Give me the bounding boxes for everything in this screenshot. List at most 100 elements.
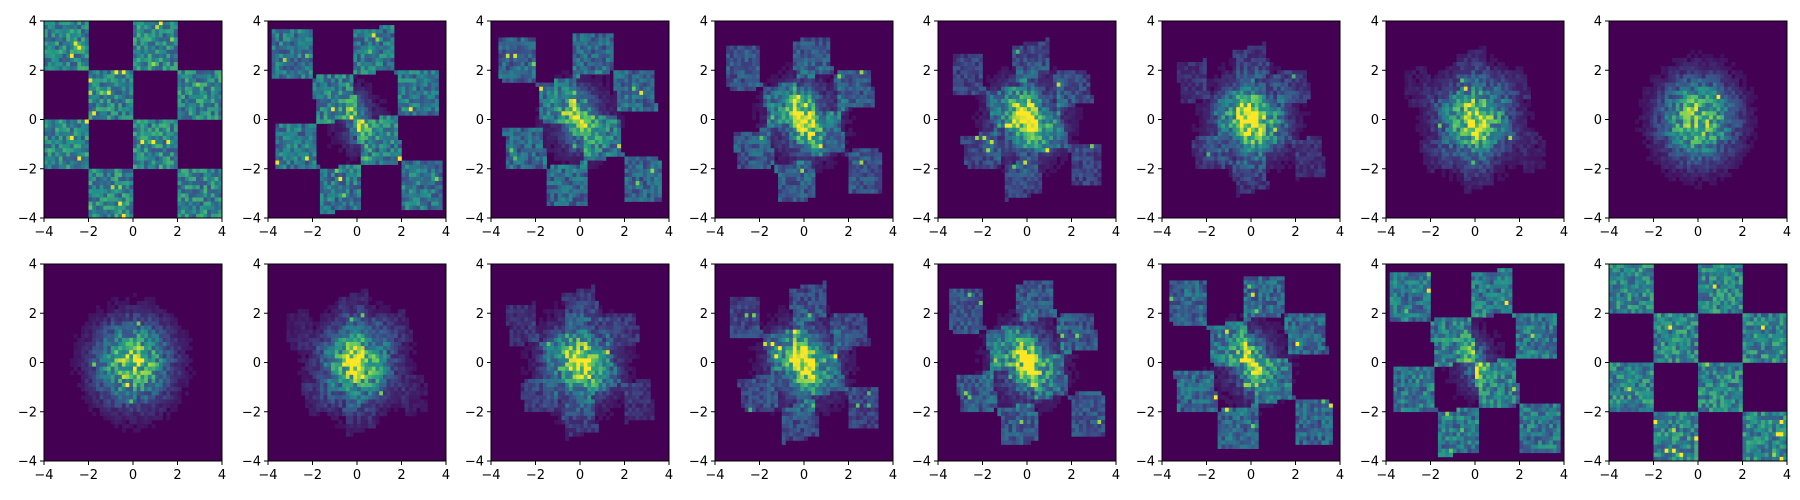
heatmap-bin [826,164,831,170]
heatmap-bin [870,94,875,100]
heatmap-bin [986,119,991,124]
heatmap-bin [628,74,633,79]
heatmap-bin [993,78,998,83]
heatmap-bin [77,123,82,128]
heatmap-bin [554,119,559,124]
heatmap-bin [781,98,786,104]
heatmap-bin [602,103,607,108]
heatmap-bin [192,107,197,112]
heatmap-bin [778,176,783,182]
heatmap-bin [379,33,384,38]
heatmap-bin [423,176,428,182]
heatmap-bin [382,29,387,34]
heatmap-bin [752,86,757,92]
heatmap-bin [382,160,387,165]
heatmap-bin [118,176,123,182]
heatmap-bin [617,70,622,75]
heatmap-bin [844,148,849,153]
heatmap-bin [837,123,842,128]
heatmap-bin [822,94,827,100]
heatmap-bin [605,41,610,46]
heatmap-bin [792,115,797,120]
heatmap-bin [602,152,607,157]
heatmap-bin [766,140,771,145]
heatmap-bin [170,164,175,170]
heatmap-bin [342,74,347,79]
heatmap-bin [192,209,197,215]
heatmap-bin [863,168,868,174]
heatmap-bin [657,181,662,186]
heatmap-bin [170,127,175,133]
heatmap-bin [170,25,175,30]
heatmap-bin [770,78,775,83]
heatmap-bin [781,185,786,190]
heatmap-bin [605,131,610,137]
heatmap-bin [568,98,573,104]
heatmap-bin [848,164,853,170]
heatmap-bin [301,127,306,133]
heatmap-bin [997,119,1002,124]
heatmap-bin [576,172,581,178]
heatmap-bin [416,176,421,182]
heatmap-bin [1012,74,1017,79]
heatmap-bin [1090,94,1095,100]
heatmap-bin [855,98,860,104]
heatmap-bin [822,41,827,46]
heatmap-bin [412,94,417,100]
heatmap-bin [312,152,317,157]
heatmap-bin [804,90,809,96]
heatmap-bin [110,181,115,186]
heatmap-bin [565,90,570,96]
heatmap-bin [587,33,592,38]
heatmap-bin [66,131,71,137]
heatmap-bin [166,164,171,170]
heatmap-bin [565,74,570,79]
heatmap-bin [826,135,831,141]
heatmap-bin [804,144,809,149]
heatmap-bin [196,82,201,87]
heatmap-bin [55,160,60,165]
heatmap-bin [394,140,399,145]
heatmap-bin [69,127,74,133]
heatmap-bin [516,135,521,141]
heatmap-bin [583,181,588,186]
heatmap-bin [583,41,588,46]
heatmap-bin [815,41,820,46]
heatmap-bin [181,172,186,178]
heatmap-bin [338,86,343,92]
heatmap-bin [162,119,167,124]
heatmap-bin [1034,78,1039,83]
heatmap-bin [66,119,71,124]
heatmap-bin [572,144,577,149]
heatmap-bin [1012,82,1017,87]
heatmap-bin [781,168,786,174]
heatmap-bin [628,98,633,104]
heatmap-bin [1001,98,1006,104]
heatmap-bin [818,103,823,108]
heatmap-bin [207,90,212,96]
heatmap-bin [535,152,540,157]
heatmap-bin [822,152,827,157]
heatmap-bin [737,164,742,170]
heatmap-bin [631,189,636,194]
heatmap-bin [815,57,820,63]
heatmap-bin [1041,119,1046,124]
heatmap-bin [181,74,186,79]
heatmap-bin [971,53,976,59]
heatmap-bin [561,185,566,190]
heatmap-bin [605,70,610,75]
heatmap-bin [84,135,89,141]
heatmap-bin [55,45,60,51]
heatmap-bin [431,82,436,87]
heatmap-bin [781,172,786,178]
heatmap-bin [766,111,771,116]
heatmap-bin [1034,49,1039,55]
heatmap-bin [207,115,212,120]
heatmap-bin [279,131,284,137]
heatmap-bin [631,164,636,170]
heatmap-bin [789,119,794,124]
heatmap-bin [118,172,123,178]
heatmap-bin [804,62,809,67]
heatmap-bin [210,94,215,100]
heatmap-bin [804,37,809,42]
